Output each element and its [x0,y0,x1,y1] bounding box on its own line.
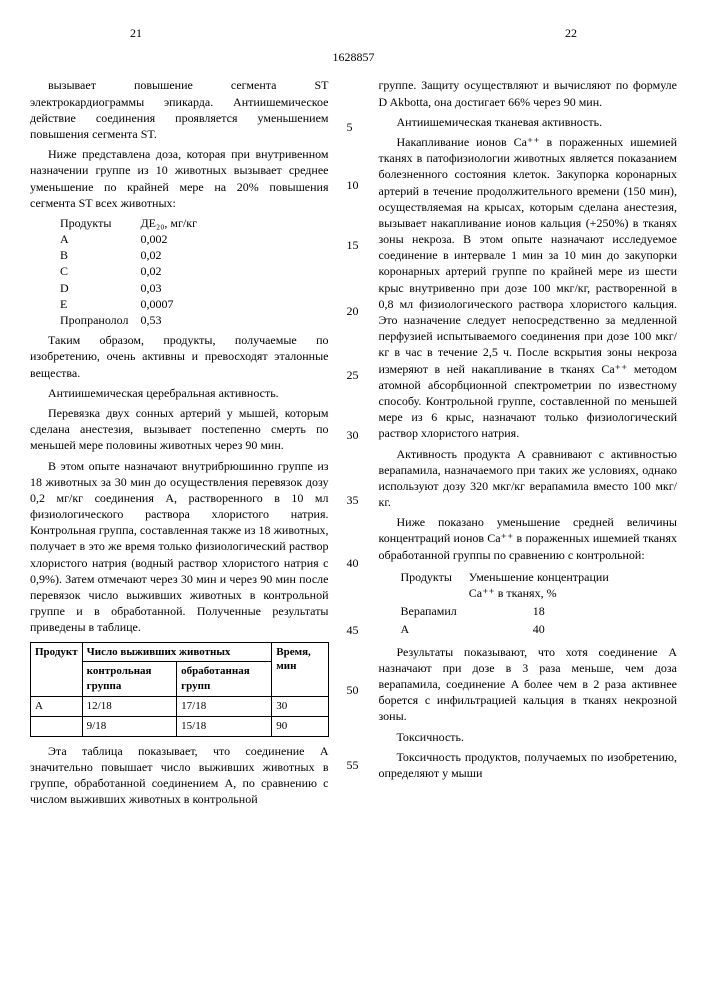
cell: C [60,263,141,279]
reduction-table: Продукты Уменьшение концентрации Ca⁺⁺ в … [399,567,621,640]
line-number: 35 [347,492,359,508]
line-number: 20 [347,303,359,319]
th: ДЕ₂₀, мг/кг [141,215,209,231]
cell: 30 [272,697,328,717]
paragraph: Антиишемическая церебральная активность. [30,385,329,401]
dose-table: Продукты ДЕ₂₀, мг/кг A0,002 B0,02 C0,02 … [60,215,209,328]
th: Продукты [401,569,467,601]
paragraph: группе. Защиту осуществляют и вычисляют … [379,77,678,109]
line-number: 25 [347,367,359,383]
paragraph: Накапливание ионов Ca⁺⁺ в пораженных ише… [379,134,678,442]
cell: 0,03 [141,280,209,296]
paragraph: Активность продукта A сравнивают с актив… [379,446,678,511]
cell [31,716,83,736]
th: Уменьшение концентрации Ca⁺⁺ в тканях, % [469,569,619,601]
cell: A [31,697,83,717]
paragraph: Антиишемическая тканевая активность. [379,114,678,130]
cell: Верапамил [401,603,467,619]
line-number: 10 [347,177,359,193]
line-number-gutter: 5 10 15 20 25 30 35 40 45 50 55 [347,77,361,811]
cell: 90 [272,716,328,736]
cell: 40 [469,621,619,637]
paragraph: вызывает повышение сегмента ST электрока… [30,77,329,142]
cell: E [60,296,141,312]
paragraph: Токсичность. [379,729,678,745]
cell: 0,002 [141,231,209,247]
right-column: группе. Защиту осуществляют и вычисляют … [379,77,678,811]
line-number: 55 [347,757,359,773]
paragraph: В этом опыте назначают внутрибрюшинно гр… [30,458,329,636]
line-number: 30 [347,427,359,443]
cell: Пропранолол [60,312,141,328]
cell: A [60,231,141,247]
line-number: 5 [347,119,353,135]
th: обработанная групп [177,662,272,697]
content-columns: вызывает повышение сегмента ST электрока… [30,77,677,811]
line-number: 15 [347,237,359,253]
paragraph: Ниже показано уменьшение средней величин… [379,514,678,563]
cell: 0,0007 [141,296,209,312]
paragraph: Эта таблица показывает, что соединение A… [30,743,329,808]
th: контрольная группа [82,662,176,697]
line-number: 45 [347,622,359,638]
page-header: 21 22 [30,25,677,41]
cell: 0,02 [141,247,209,263]
line-number: 40 [347,555,359,571]
cell: 0,02 [141,263,209,279]
cell: 12/18 [82,697,176,717]
page-num-right: 22 [565,25,577,41]
cell: 18 [469,603,619,619]
th: Продукты [60,215,141,231]
cell: 9/18 [82,716,176,736]
cell: D [60,280,141,296]
survival-table: Продукт Число выживших животных Время, м… [30,642,329,737]
th: Продукт [31,642,83,697]
paragraph: Таким образом, продукты, получаемые по и… [30,332,329,381]
th: Число выживших животных [82,642,272,662]
cell: 0,53 [141,312,209,328]
cell: B [60,247,141,263]
cell: 15/18 [177,716,272,736]
cell: A [401,621,467,637]
cell: 17/18 [177,697,272,717]
left-column: вызывает повышение сегмента ST электрока… [30,77,329,811]
doc-number: 1628857 [30,49,677,65]
th: Время, мин [272,642,328,697]
line-number: 50 [347,682,359,698]
page-num-left: 21 [130,25,142,41]
paragraph: Результаты показывают, что хотя соединен… [379,644,678,725]
paragraph: Ниже представлена доза, которая при внут… [30,146,329,211]
paragraph: Перевязка двух сонных артерий у мышей, к… [30,405,329,454]
paragraph: Токсичность продуктов, получаемых по изо… [379,749,678,781]
